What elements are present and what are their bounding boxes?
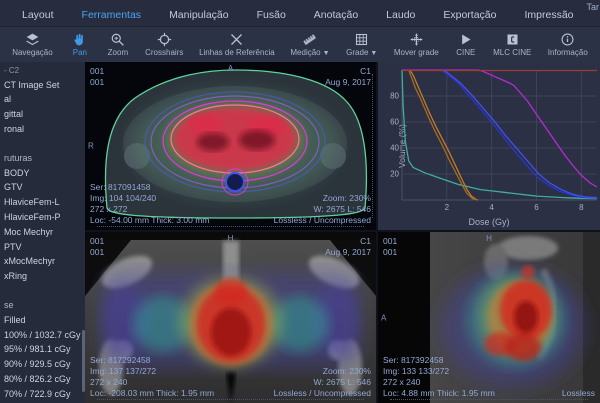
cine-button[interactable]: CINE (449, 31, 483, 58)
info-icon (561, 33, 574, 46)
dvh-curve-Moc Mechyr (441, 70, 597, 198)
mover-grade-button[interactable]: Mover grade (388, 31, 445, 58)
axial-series-number: 001 (90, 66, 105, 76)
sidebar-item[interactable]: 95% / 981.1 cGy (4, 344, 71, 355)
sidebar-item[interactable]: GTV (4, 182, 23, 193)
sagittal-ct-image (378, 232, 600, 403)
linhas-referencia-button[interactable]: Linhas de Referência (194, 31, 281, 58)
dvh-curve-PTV (402, 70, 597, 187)
menubar: Layout Ferramentas Manipulação Fusão Ano… (0, 0, 600, 27)
hand-icon (74, 33, 84, 46)
sidebar-item[interactable]: xRing (4, 271, 28, 282)
sidebar-item[interactable]: BODY (4, 167, 30, 178)
grid-icon (356, 33, 368, 46)
dvh-curve-xMocMechyr (443, 70, 597, 198)
magnifier-icon (112, 33, 125, 46)
zoom-button[interactable]: Zoom (101, 31, 135, 58)
crosshairs-button[interactable]: Crosshairs (139, 31, 190, 58)
menu-tab-layout[interactable]: Layout (22, 9, 54, 21)
viewport-grid: 001 001 C1 Aug 9, 2017 Ser: 817091458 Img: … (85, 62, 600, 403)
dvh-y-tick: 80 (390, 91, 399, 101)
move-icon (410, 33, 423, 46)
sidebar-scrollbar-thumb[interactable] (82, 330, 85, 392)
dvh-curve-HlaviceFem-P (409, 70, 478, 200)
orientation-marker-right: R (88, 141, 94, 151)
menu-tab-impressao[interactable]: Impressão (524, 9, 574, 21)
sidebar-item[interactable]: xMocMechyr (4, 256, 56, 267)
grade-button[interactable]: Grade ▼ (340, 31, 384, 58)
sidebar-item[interactable]: CT Image Set (4, 79, 60, 90)
coronal-viewport[interactable]: 001 001 C1 Aug 9, 2017 Ser: 817292458 Img: … (85, 232, 376, 403)
coronal-ct-image (85, 232, 376, 403)
scale-ruler-horizontal (97, 399, 364, 400)
axial-study-date: Aug 9, 2017 (325, 77, 371, 88)
pan-button[interactable]: Pan (63, 31, 97, 58)
sidebar: - C2 CT Image Set al gittal ronal ruturas BODY… (0, 62, 85, 403)
dvh-x-tick: 8 (579, 203, 584, 212)
sagittal-viewport[interactable]: 001 001 Ser: 817392458 Img: 133 133/272 272… (378, 232, 600, 403)
layers-icon (26, 33, 39, 46)
chevron-down-icon: ▼ (322, 50, 330, 57)
sidebar-item[interactable]: 70% / 722.9 cGy (4, 388, 71, 399)
dvh-plot-area[interactable]: 2 4 6 8 20 40 60 80 (390, 70, 597, 212)
axial-viewport[interactable]: 001 001 C1 Aug 9, 2017 Ser: 817091458 Img: … (85, 62, 376, 230)
axial-study-label: C1 (360, 66, 371, 76)
dvh-x-tick: 4 (489, 203, 494, 212)
scale-ruler-vertical (372, 74, 373, 218)
orientation-marker-head: H (486, 234, 492, 243)
dvh-curves (402, 70, 597, 200)
mlc-cine-button[interactable]: MLC CINE (487, 31, 538, 58)
axial-image-number: 001 (90, 77, 105, 88)
sidebar-item[interactable]: HlaviceFem-L (4, 197, 60, 208)
sidebar-item[interactable]: HlaviceFem-P (4, 211, 61, 222)
sidebar-item[interactable]: - C2 (4, 66, 20, 75)
scale-ruler-horizontal (390, 399, 588, 400)
dvh-curve-BODY (402, 70, 597, 199)
sidebar-item[interactable]: PTV (4, 241, 22, 252)
sidebar-item[interactable]: 100% / 1032.7 cGy (4, 329, 81, 340)
mlc-icon (507, 34, 518, 45)
sidebar-item[interactable]: gittal (4, 109, 24, 120)
sidebar-item[interactable]: Filled (4, 314, 26, 325)
toolbar: Navegação Pan Zoom Crosshairs Linhas de … (0, 27, 600, 62)
menu-tab-manipulacao[interactable]: Manipulação (169, 9, 229, 21)
orientation-marker-anterior: A (227, 64, 234, 73)
ruler-icon (303, 34, 317, 45)
sidebar-item[interactable]: Moc Mechyr (4, 226, 54, 237)
medicao-button[interactable]: Medição ▼ (284, 31, 336, 58)
informacao-button[interactable]: Informação (542, 31, 594, 58)
sidebar-item[interactable]: ruturas (4, 152, 33, 163)
dvh-x-tick: 2 (444, 203, 450, 212)
crosshair-icon (157, 32, 171, 47)
axial-ct-image (85, 62, 376, 230)
dvh-x-axis-label: Dose (Gy) (468, 217, 510, 227)
play-icon (462, 34, 471, 45)
sidebar-item[interactable]: al (4, 94, 12, 105)
dvh-curve-HlaviceFem-L (410, 70, 477, 200)
dvh-viewport[interactable]: Volume (%) 2 4 6 8 20 40 60 80 Dose (Gy) (378, 62, 600, 230)
navegacao-button[interactable]: Navegação (6, 31, 59, 58)
dvh-x-tick: 6 (534, 203, 539, 212)
menu-tab-anotacao[interactable]: Anotação (313, 9, 359, 21)
sidebar-item[interactable]: ronal (4, 123, 25, 134)
top-right-partial-text: Tar (586, 2, 599, 12)
sidebar-item[interactable]: se (4, 299, 14, 310)
dvh-y-tick: 40 (390, 143, 399, 153)
orientation-marker-head: H (227, 234, 234, 243)
menu-tab-laudo[interactable]: Laudo (386, 9, 416, 21)
reference-lines-icon (231, 34, 243, 45)
sidebar-item[interactable]: 90% / 929.5 cGy (4, 359, 71, 370)
dvh-y-tick: 60 (390, 117, 399, 127)
menu-tab-ferramentas[interactable]: Ferramentas (81, 9, 142, 21)
orientation-marker-anterior: A (381, 313, 387, 322)
chevron-down-icon: ▼ (370, 50, 378, 57)
scale-ruler-horizontal (97, 226, 364, 227)
dvh-y-tick: 20 (390, 169, 399, 179)
menu-tab-exportacao[interactable]: Exportação (443, 9, 497, 21)
menu-tab-fusao[interactable]: Fusão (256, 9, 286, 21)
sidebar-item[interactable]: 80% / 826.2 cGy (4, 373, 71, 384)
